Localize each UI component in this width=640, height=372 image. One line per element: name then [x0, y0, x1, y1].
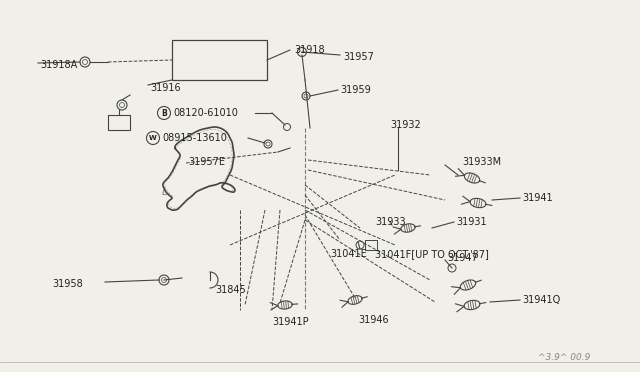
Text: 31957E: 31957E [188, 157, 225, 167]
Text: 08915-13610: 08915-13610 [162, 133, 227, 143]
Text: 31918A: 31918A [40, 60, 77, 70]
Text: ^3.9^ 00.9: ^3.9^ 00.9 [538, 353, 590, 362]
Text: 31946: 31946 [358, 315, 388, 325]
Text: 31959: 31959 [340, 85, 371, 95]
Text: 31932: 31932 [390, 120, 420, 130]
Bar [172, 40, 267, 80]
Text: 08120-61010: 08120-61010 [173, 108, 238, 118]
Text: 31918: 31918 [294, 45, 324, 55]
Text: W: W [149, 135, 157, 141]
Text: 31916: 31916 [150, 83, 180, 93]
Text: 31958: 31958 [52, 279, 83, 289]
Text: 31933: 31933 [375, 217, 406, 227]
Text: 31941: 31941 [522, 193, 552, 203]
Text: 31041E: 31041E [330, 249, 367, 259]
Text: L: L [162, 187, 168, 197]
Text: 31931: 31931 [456, 217, 486, 227]
Bar [365, 240, 377, 250]
Text: B: B [161, 109, 167, 118]
Bar [108, 115, 130, 130]
Text: 31041F[UP TO OCT.'87]: 31041F[UP TO OCT.'87] [375, 249, 489, 259]
Text: 31957: 31957 [343, 52, 374, 62]
Text: 31845: 31845 [215, 285, 246, 295]
Text: 31933M: 31933M [462, 157, 501, 167]
Text: 31947: 31947 [447, 253, 477, 263]
Text: 31941Q: 31941Q [522, 295, 560, 305]
Text: 31941P: 31941P [272, 317, 308, 327]
